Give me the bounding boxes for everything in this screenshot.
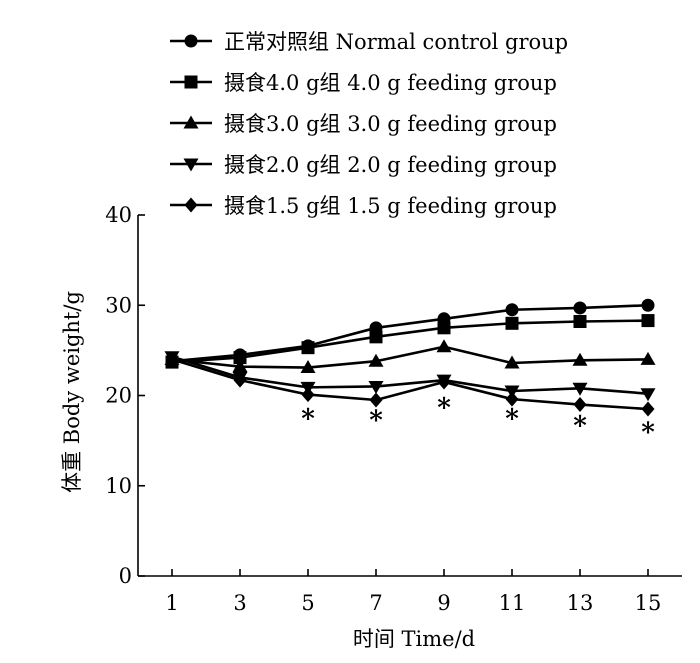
legend-marker [184,75,198,89]
significance-marker: * [573,412,587,442]
legend-entry: 摄食4.0 g组 4.0 g feeding group [170,71,557,95]
legend-entry: 摄食2.0 g组 2.0 g feeding group [170,153,557,177]
data-point [573,397,587,413]
legend-entry: 摄食1.5 g组 1.5 g feeding group [170,194,557,218]
data-point [640,388,656,402]
legend: 正常对照组 Normal control group 摄食4.0 g组 4.0 g… [170,30,568,218]
data-point [301,387,315,403]
x-tick-label: 15 [635,591,662,615]
data-point [572,352,588,366]
data-point [233,351,247,365]
data-point [436,339,452,353]
series-line [171,345,649,369]
y-tick-label: 40 [105,203,132,227]
legend-marker [183,115,199,129]
data-point [437,374,451,390]
data-point [641,298,655,312]
legend-label: 正常对照组 Normal control group [224,30,568,54]
data-point [369,330,383,344]
legend-marker [184,197,198,213]
data-point [505,391,519,407]
x-tick-label: 1 [165,591,178,615]
x-tick-label: 9 [437,591,450,615]
y-tick-label: 20 [105,384,132,408]
annotation-layer: * * * * * * [301,394,655,448]
data-point [368,380,384,394]
legend-marker [184,34,198,48]
legend-marker [183,158,199,172]
data-point [641,401,655,417]
data-point [300,360,316,374]
y-tick-label: 0 [119,564,132,588]
series-5 [165,351,655,417]
data-point [368,353,384,367]
significance-marker: * [437,394,451,424]
data-point [573,301,587,315]
data-point [505,303,519,317]
data-point [640,351,656,365]
data-point [369,392,383,408]
significance-marker: * [369,406,383,436]
data-point [573,314,587,328]
data-point [572,382,588,396]
significance-marker: * [505,404,519,434]
legend-entry: 正常对照组 Normal control group [170,30,568,54]
y-tick-label: 30 [105,293,132,317]
series-line [171,319,649,364]
legend-label: 摄食4.0 g组 4.0 g feeding group [224,71,557,95]
data-point [504,355,520,369]
x-axis-title: 时间 Time/d [353,627,475,651]
x-tick-label: 5 [301,591,314,615]
data-point [437,321,451,335]
legend-label: 摄食1.5 g组 1.5 g feeding group [224,194,557,218]
data-point [233,372,247,388]
legend-label: 摄食2.0 g组 2.0 g feeding group [224,153,557,177]
x-tick-label: 7 [369,591,382,615]
series-line [171,355,649,395]
data-point [641,314,655,328]
significance-marker: * [301,404,315,434]
x-tick-label: 13 [567,591,594,615]
legend-entry: 摄食3.0 g组 3.0 g feeding group [170,112,557,136]
series-line [171,358,649,411]
data-point [505,316,519,330]
series-line [171,303,649,363]
legend-label: 摄食3.0 g组 3.0 g feeding group [224,112,557,136]
significance-marker: * [641,418,655,448]
series-layer [164,298,656,417]
y-axis-title: 体重 Body weight/g [60,291,84,493]
data-point [232,359,248,373]
data-point [301,341,315,355]
data-point [165,351,179,367]
x-tick-label: 3 [233,591,246,615]
x-tick-label: 11 [499,591,526,615]
y-tick-label: 10 [105,474,132,498]
